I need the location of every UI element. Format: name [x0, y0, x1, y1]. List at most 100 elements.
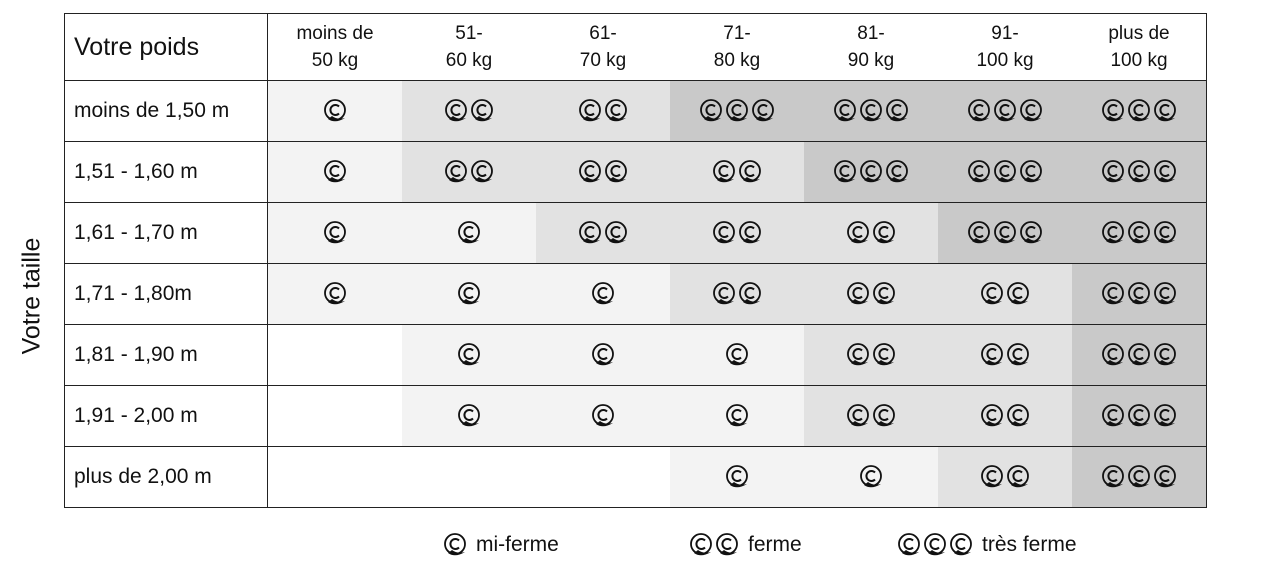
icon-group — [712, 219, 763, 247]
icon-group — [833, 158, 910, 186]
firmness-icon — [444, 160, 467, 183]
firmness-icon — [1127, 160, 1150, 183]
firmness-icon — [872, 343, 895, 366]
icon-group — [967, 97, 1044, 125]
firmness-icon — [725, 465, 748, 488]
column-header: 51- 60 kg — [402, 13, 536, 81]
firmness-icon — [872, 221, 895, 244]
cell — [938, 263, 1072, 325]
cell — [804, 446, 938, 508]
cell — [804, 202, 938, 264]
firmness-icon — [1006, 343, 1029, 366]
cell — [402, 263, 536, 325]
firmness-icon — [993, 221, 1016, 244]
firmness-icon — [980, 465, 1003, 488]
firmness-icon — [885, 160, 908, 183]
firmness-icon — [1153, 404, 1176, 427]
firmness-icon — [846, 343, 869, 366]
cell — [267, 141, 402, 203]
table-row: 1,81 - 1,90 m — [64, 324, 1207, 386]
cell — [804, 385, 938, 447]
row-label: 1,81 - 1,90 m — [64, 324, 268, 386]
firmness-icon — [1127, 343, 1150, 366]
icon-group — [980, 280, 1031, 308]
firmness-icon — [1153, 221, 1176, 244]
firmness-icon — [1127, 221, 1150, 244]
icon-group — [846, 402, 897, 430]
legend-label: mi-ferme — [476, 533, 559, 556]
legend-label: très ferme — [982, 533, 1077, 556]
icon-group — [846, 219, 897, 247]
icon-group — [712, 158, 763, 186]
firmness-icon — [578, 221, 601, 244]
firmness-icon — [699, 99, 722, 122]
row-label: plus de 2,00 m — [64, 446, 268, 508]
icon-group — [1101, 219, 1178, 247]
icon-group — [457, 219, 482, 247]
legend-item: mi-ferme — [443, 531, 559, 559]
firmness-icon — [712, 221, 735, 244]
cell — [670, 141, 804, 203]
icon-group — [578, 97, 629, 125]
firmness-icon — [1153, 343, 1176, 366]
cell — [1072, 141, 1207, 203]
icon-group — [1101, 463, 1178, 491]
firmness-icon — [712, 282, 735, 305]
cell — [267, 446, 402, 508]
cell — [938, 324, 1072, 386]
firmness-icon — [1127, 99, 1150, 122]
table-row: 1,91 - 2,00 m — [64, 385, 1207, 447]
cell — [536, 446, 670, 508]
firmness-icon — [1019, 99, 1042, 122]
firmness-icon — [457, 221, 480, 244]
icon-group — [833, 97, 910, 125]
icon-group — [846, 280, 897, 308]
icon-group — [1101, 402, 1178, 430]
firmness-icon — [591, 282, 614, 305]
firmness-icon — [1019, 160, 1042, 183]
firmness-icon — [604, 160, 627, 183]
icon-group — [980, 341, 1031, 369]
icon-group — [591, 280, 616, 308]
firmness-icon — [444, 99, 467, 122]
firmness-icon — [323, 160, 346, 183]
icon-group — [323, 158, 348, 186]
icon-group — [457, 402, 482, 430]
firmness-icon — [323, 99, 346, 122]
firmness-icon — [323, 221, 346, 244]
cell — [1072, 385, 1207, 447]
icon-group — [591, 341, 616, 369]
icon-group — [444, 158, 495, 186]
column-header: 91- 100 kg — [938, 13, 1072, 81]
icon-group — [967, 158, 1044, 186]
firmness-icon — [444, 533, 466, 556]
firmness-icon — [833, 99, 856, 122]
row-label: 1,61 - 1,70 m — [64, 202, 268, 264]
icon-group — [323, 97, 348, 125]
cell — [536, 263, 670, 325]
firmness-icon — [591, 343, 614, 366]
firmness-icon — [872, 282, 895, 305]
row-label: 1,51 - 1,60 m — [64, 141, 268, 203]
cell — [402, 202, 536, 264]
firmness-icon — [1153, 99, 1176, 122]
firmness-icon — [712, 160, 735, 183]
firmness-icon — [846, 282, 869, 305]
icon-group — [444, 97, 495, 125]
firmness-icon — [716, 533, 738, 556]
firmness-icon — [457, 404, 480, 427]
icon-group — [699, 97, 776, 125]
icon-group — [578, 158, 629, 186]
icon-group — [591, 402, 616, 430]
table-row: 1,51 - 1,60 m — [64, 141, 1207, 203]
firmness-icon — [859, 160, 882, 183]
cell — [670, 324, 804, 386]
icon-group — [323, 280, 348, 308]
firmness-icon — [1101, 343, 1124, 366]
firmness-icon — [1153, 160, 1176, 183]
column-header: 71- 80 kg — [670, 13, 804, 81]
cell — [670, 263, 804, 325]
firmness-icon — [1101, 221, 1124, 244]
legend-item: très ferme — [897, 531, 1077, 559]
